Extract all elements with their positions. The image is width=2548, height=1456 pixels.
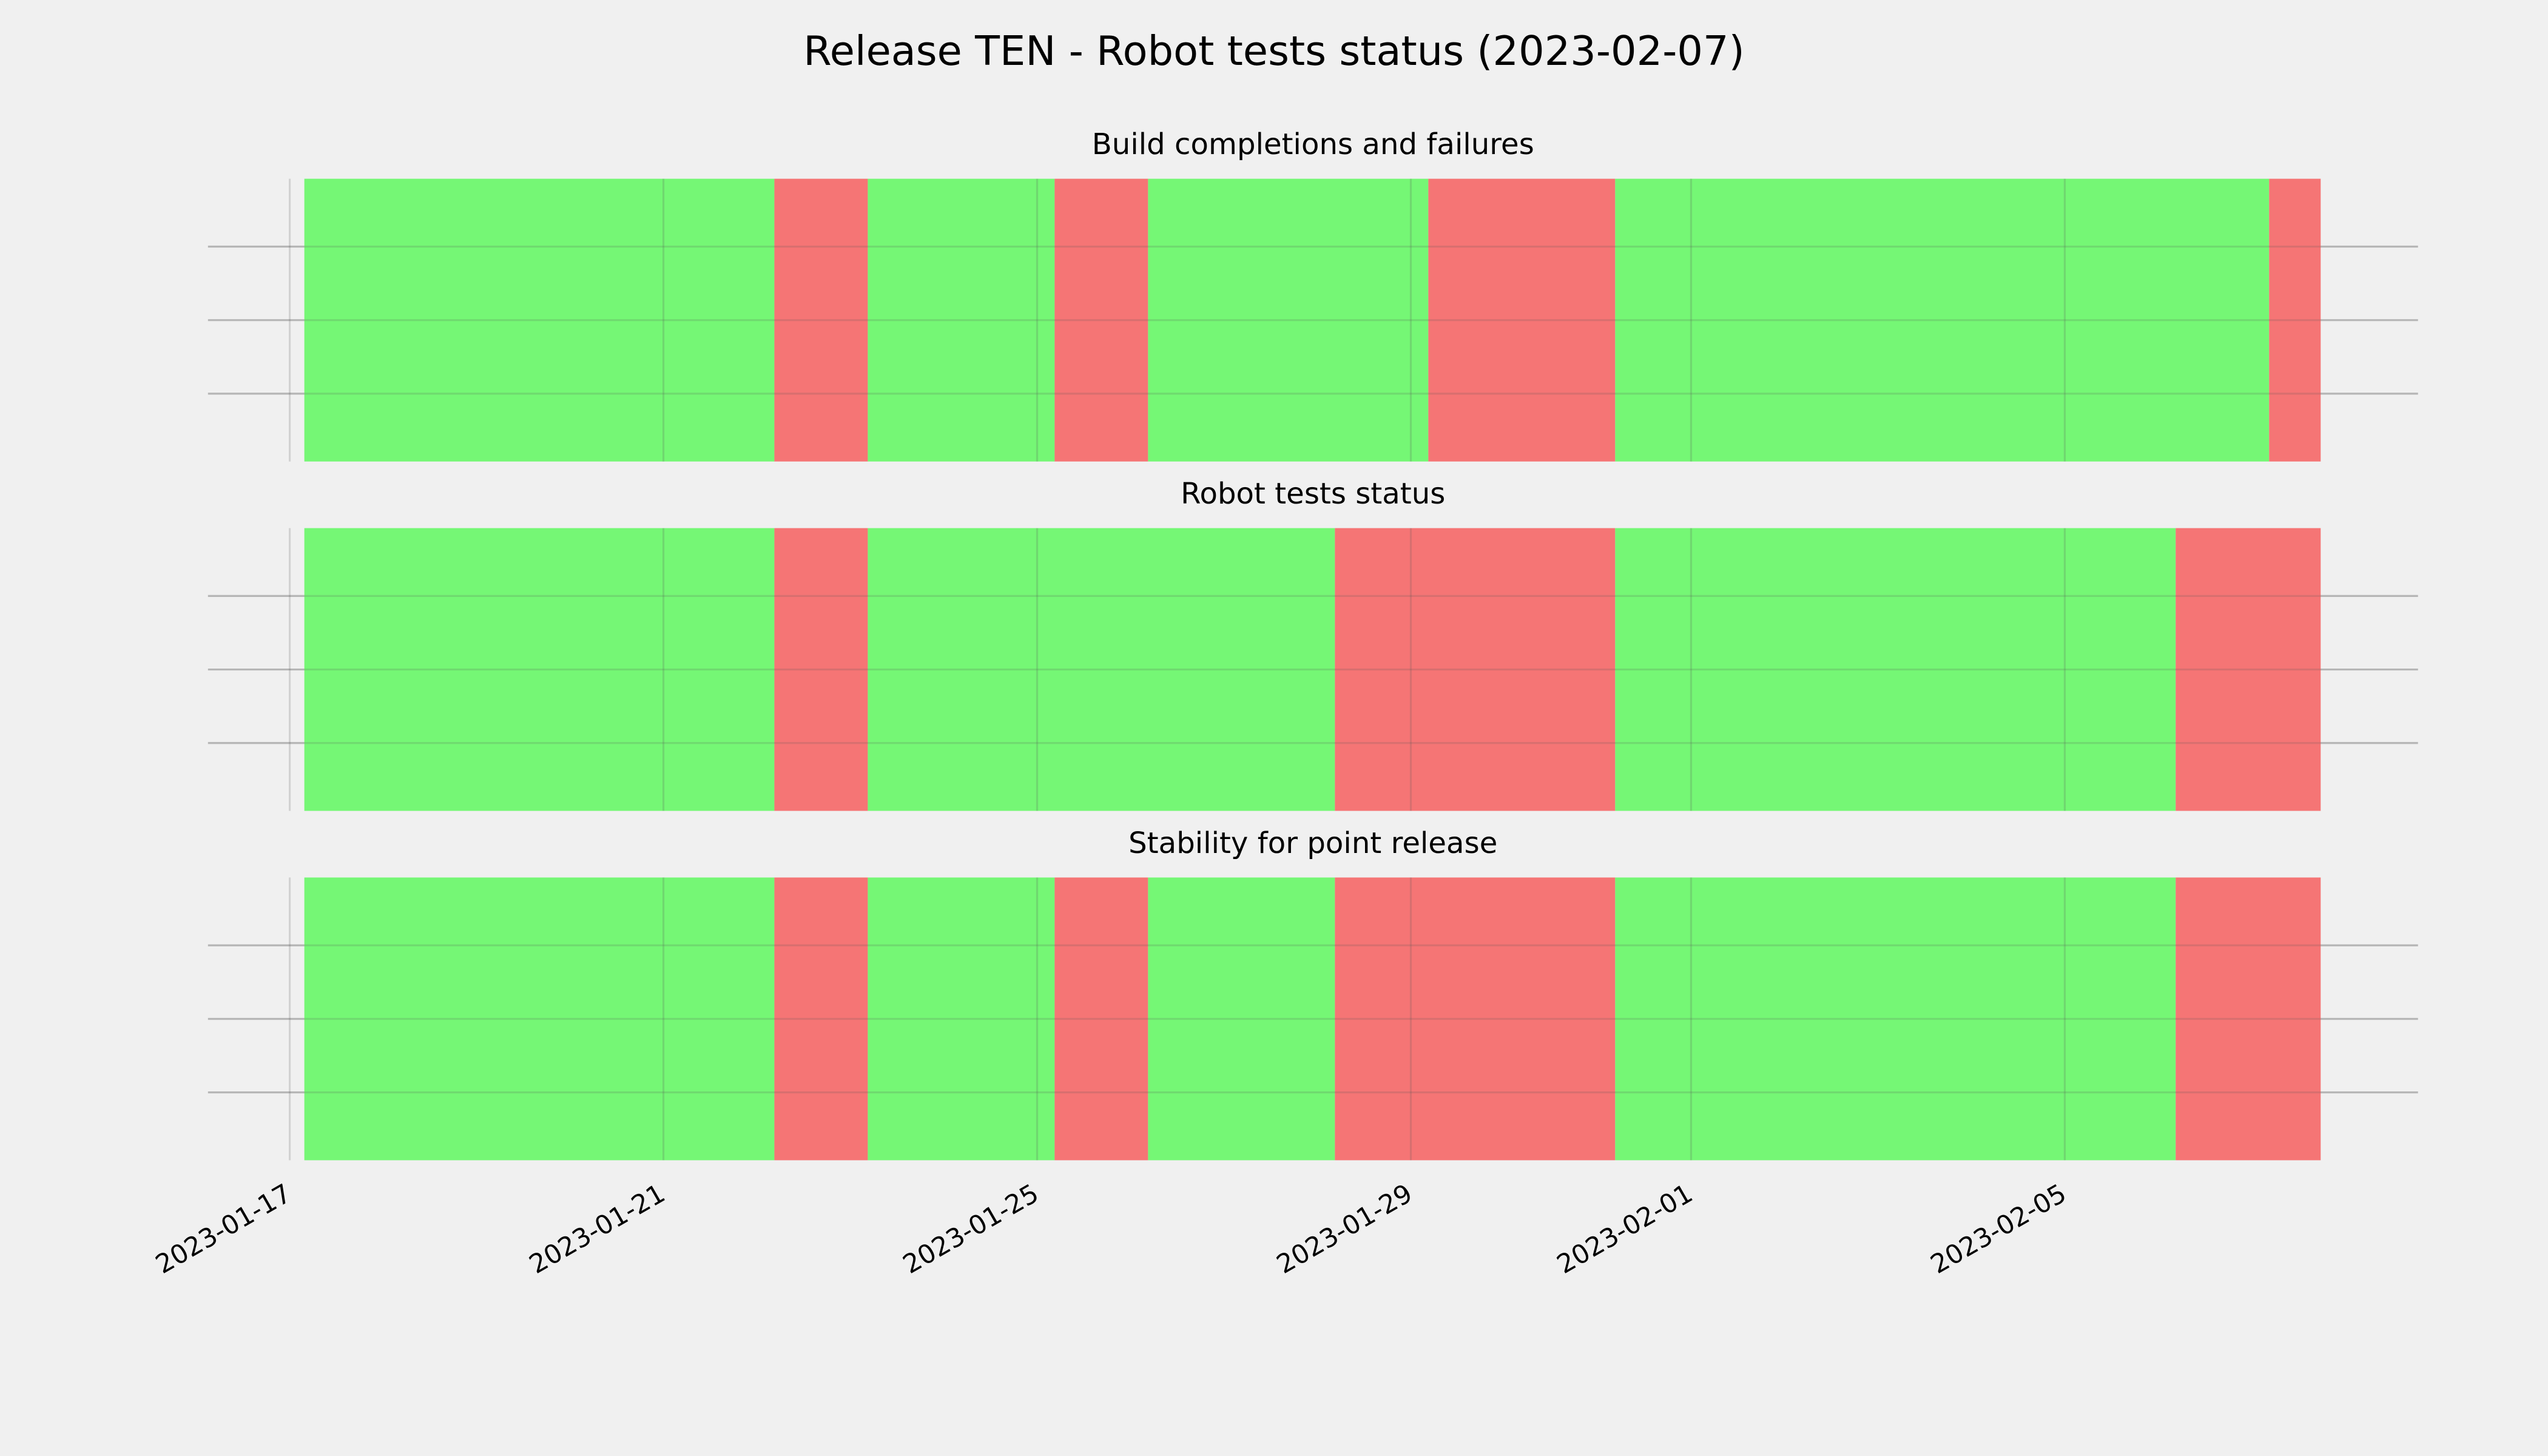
- panel-title: Stability for point release: [1128, 826, 1497, 860]
- status-span: [1428, 178, 1616, 462]
- status-span: [304, 528, 775, 811]
- status-span: [1148, 178, 1429, 462]
- status-span: [1615, 877, 2176, 1161]
- status-span: [304, 178, 775, 462]
- status-span: [2176, 877, 2321, 1161]
- status-span: [1335, 528, 1616, 811]
- status-span: [1335, 877, 1616, 1161]
- status-span: [774, 178, 868, 462]
- status-span: [868, 877, 1055, 1161]
- status-span: [304, 877, 775, 1161]
- panel-title: Robot tests status: [1181, 477, 1445, 511]
- chart-title: Release TEN - Robot tests status (2023-0…: [803, 27, 1744, 75]
- status-span: [774, 877, 868, 1161]
- status-span: [868, 528, 1335, 811]
- status-span: [1054, 877, 1148, 1161]
- status-span: [868, 178, 1055, 462]
- status-span: [2176, 528, 2321, 811]
- status-span: [1615, 528, 2176, 811]
- status-span: [1615, 178, 2270, 462]
- status-span: [1148, 877, 1335, 1161]
- status-span: [2269, 178, 2321, 462]
- status-span: [774, 528, 868, 811]
- panel-title: Build completions and failures: [1092, 127, 1534, 161]
- status-span: [1054, 178, 1148, 462]
